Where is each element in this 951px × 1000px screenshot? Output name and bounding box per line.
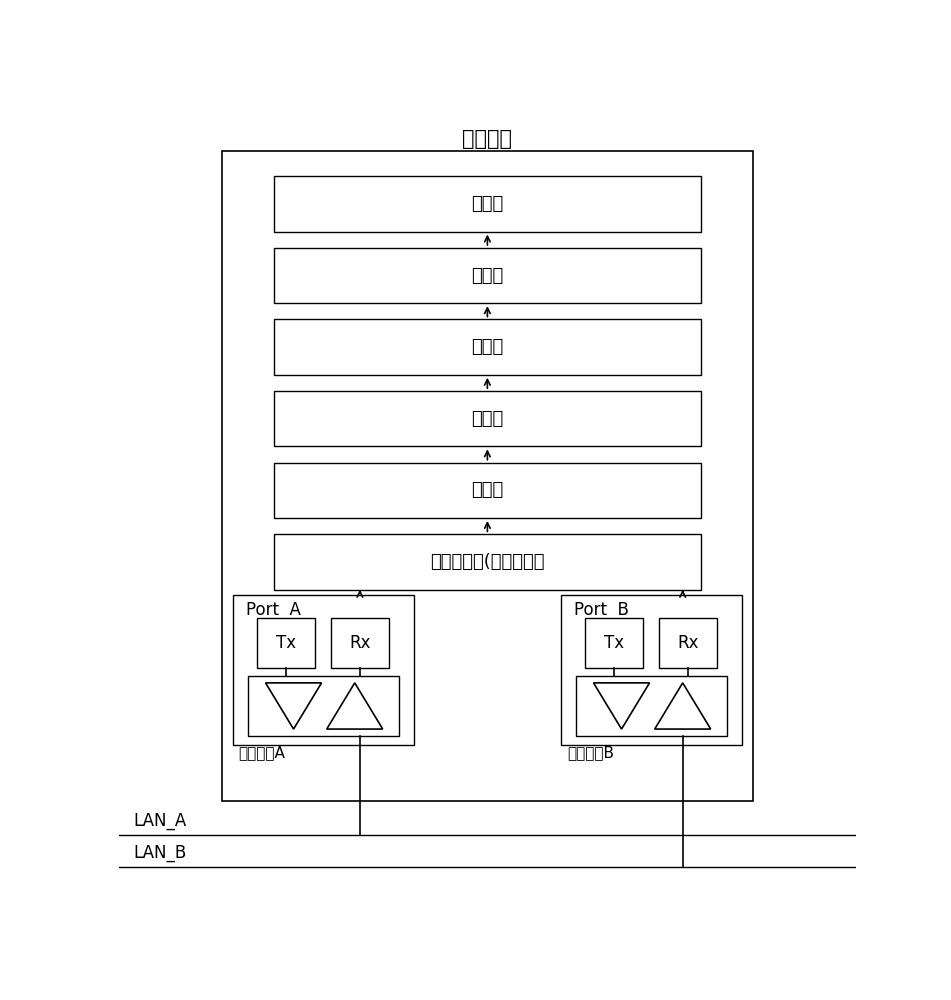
Text: 表示层: 表示层 xyxy=(472,267,503,285)
Text: 物理网卡A: 物理网卡A xyxy=(239,745,285,760)
Text: Rx: Rx xyxy=(677,634,699,652)
Bar xyxy=(274,463,701,518)
Polygon shape xyxy=(327,683,382,729)
Bar xyxy=(561,595,742,745)
Text: 传输层: 传输层 xyxy=(472,410,503,428)
Text: 数据链路层(冗余实现）: 数据链路层(冗余实现） xyxy=(430,553,545,571)
Bar xyxy=(223,151,753,801)
Polygon shape xyxy=(265,683,321,729)
Bar xyxy=(248,676,398,736)
Text: Port  A: Port A xyxy=(246,601,301,619)
Polygon shape xyxy=(654,683,710,729)
Text: Port  B: Port B xyxy=(574,601,630,619)
Bar xyxy=(576,676,727,736)
Bar xyxy=(274,248,701,303)
Polygon shape xyxy=(593,683,650,729)
Bar xyxy=(586,618,643,668)
Bar xyxy=(233,595,414,745)
Text: 应用层: 应用层 xyxy=(472,195,503,213)
Bar xyxy=(274,176,701,232)
Text: 网络层: 网络层 xyxy=(472,481,503,499)
Text: 物理网卡B: 物理网卡B xyxy=(567,745,614,760)
Text: 保护装置: 保护装置 xyxy=(462,129,513,149)
Bar xyxy=(659,618,717,668)
Bar xyxy=(274,534,701,590)
Bar xyxy=(258,618,315,668)
Text: LAN_B: LAN_B xyxy=(133,844,186,862)
Text: 会话层: 会话层 xyxy=(472,338,503,356)
Text: Tx: Tx xyxy=(276,634,297,652)
Bar xyxy=(274,391,701,446)
Text: Tx: Tx xyxy=(604,634,624,652)
Bar xyxy=(331,618,389,668)
Bar xyxy=(274,319,701,375)
Text: Rx: Rx xyxy=(349,634,371,652)
Text: LAN_A: LAN_A xyxy=(133,812,186,830)
